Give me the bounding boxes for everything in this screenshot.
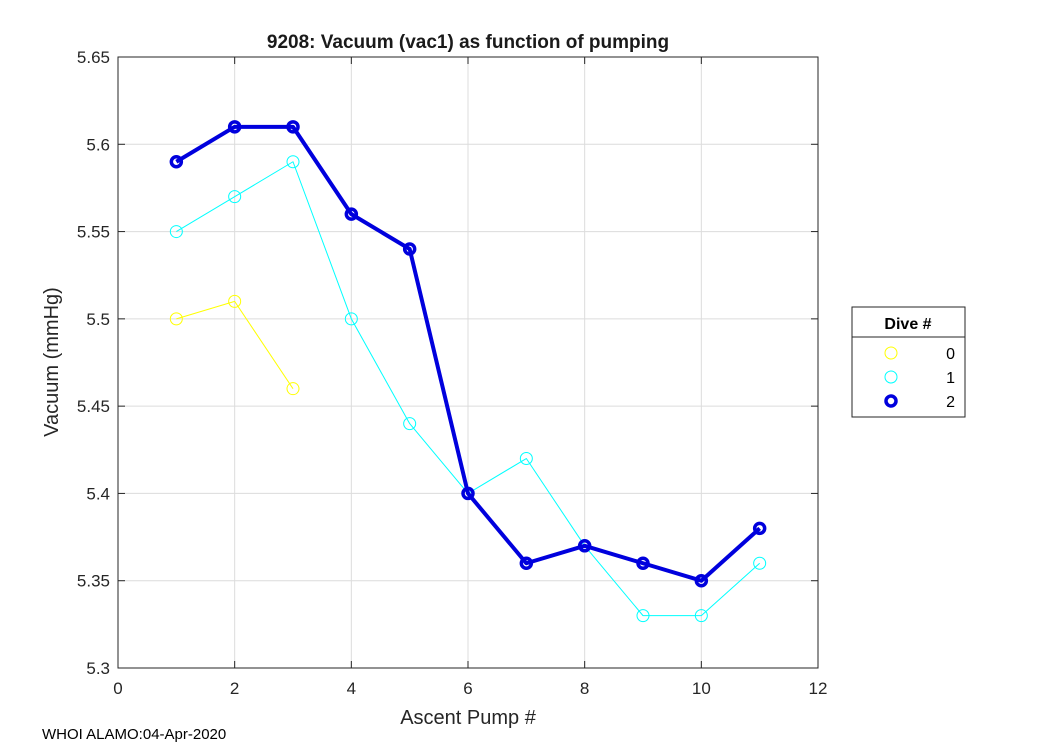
x-tick-label: 2 (230, 679, 239, 698)
data-point-dive-1 (636, 609, 650, 623)
series-line-dive-0 (176, 300, 294, 389)
legend-label: 2 (946, 394, 955, 411)
data-point-dive-2 (286, 120, 300, 134)
grid (118, 57, 818, 668)
y-tick-label: 5.65 (77, 48, 110, 67)
y-tick-label: 5.6 (86, 135, 110, 154)
legend-item-dive-0: 0 (884, 346, 955, 363)
x-axis-label: Ascent Pump # (400, 707, 537, 729)
data-point-dive-2 (461, 486, 475, 501)
legend: Dive # 0 1 2 (851, 306, 966, 418)
footer-credit: WHOI ALAMO:04-Apr-2020 (42, 726, 227, 743)
chart-title: 9208: Vacuum (vac1) as function of pumpi… (267, 32, 669, 53)
data-point-dive-0 (228, 294, 242, 308)
legend-entries: 0 1 2 (884, 346, 955, 411)
series-dive-2 (169, 120, 767, 588)
legend-title: Dive # (884, 316, 931, 333)
series-line-dive-2 (175, 124, 762, 583)
data-point-dive-0 (169, 312, 183, 326)
x-tick-label: 8 (580, 679, 589, 698)
data-point-dive-2 (636, 556, 650, 571)
data-point-dive-2 (577, 539, 592, 553)
legend-box (851, 306, 966, 418)
x-tick-label: 0 (113, 679, 122, 698)
axis-ticks: 0 2 4 6 8 10 12 5.3 5.35 5.4 5.45 5.5 5.55 5.6 5.65 (77, 48, 828, 698)
y-tick-label: 5.3 (86, 659, 110, 678)
x-tick-label: 4 (347, 679, 356, 698)
data-series (169, 120, 767, 623)
y-tick-label: 5.5 (86, 310, 110, 329)
data-point-dive-1 (169, 225, 183, 239)
data-point-dive-1 (753, 556, 767, 570)
data-point-dive-2 (519, 556, 534, 571)
x-tick-label: 10 (692, 679, 711, 698)
data-point-dive-2 (169, 154, 184, 169)
data-point-dive-1 (519, 452, 533, 466)
y-tick-label: 5.35 (77, 572, 110, 591)
data-point-dive-1 (403, 417, 417, 431)
x-tick-label: 6 (463, 679, 472, 698)
y-tick-label: 5.4 (86, 484, 110, 503)
data-point-dive-0 (286, 382, 300, 396)
legend-item-dive-2: 2 (884, 394, 955, 411)
data-point-dive-2 (694, 573, 709, 588)
x-tick-label: 12 (809, 679, 828, 698)
data-point-dive-1 (694, 609, 708, 623)
data-point-dive-1 (344, 312, 358, 326)
data-point-dive-2 (227, 120, 242, 134)
legend-marker-icon (884, 346, 898, 360)
data-point-dive-1 (286, 155, 300, 169)
y-axis-label: Vacuum (mmHg) (41, 287, 63, 437)
legend-label: 1 (946, 370, 955, 387)
data-point-dive-2 (402, 242, 417, 256)
series-dive-0 (169, 294, 300, 396)
legend-marker-icon (884, 394, 898, 408)
data-point-dive-1 (228, 190, 242, 204)
legend-marker-icon (884, 370, 898, 384)
legend-item-dive-1: 1 (884, 370, 955, 387)
y-tick-label: 5.55 (77, 223, 110, 242)
data-point-dive-2 (344, 207, 359, 221)
y-tick-label: 5.45 (77, 397, 110, 416)
legend-label: 0 (946, 346, 955, 363)
data-point-dive-2 (752, 521, 767, 536)
